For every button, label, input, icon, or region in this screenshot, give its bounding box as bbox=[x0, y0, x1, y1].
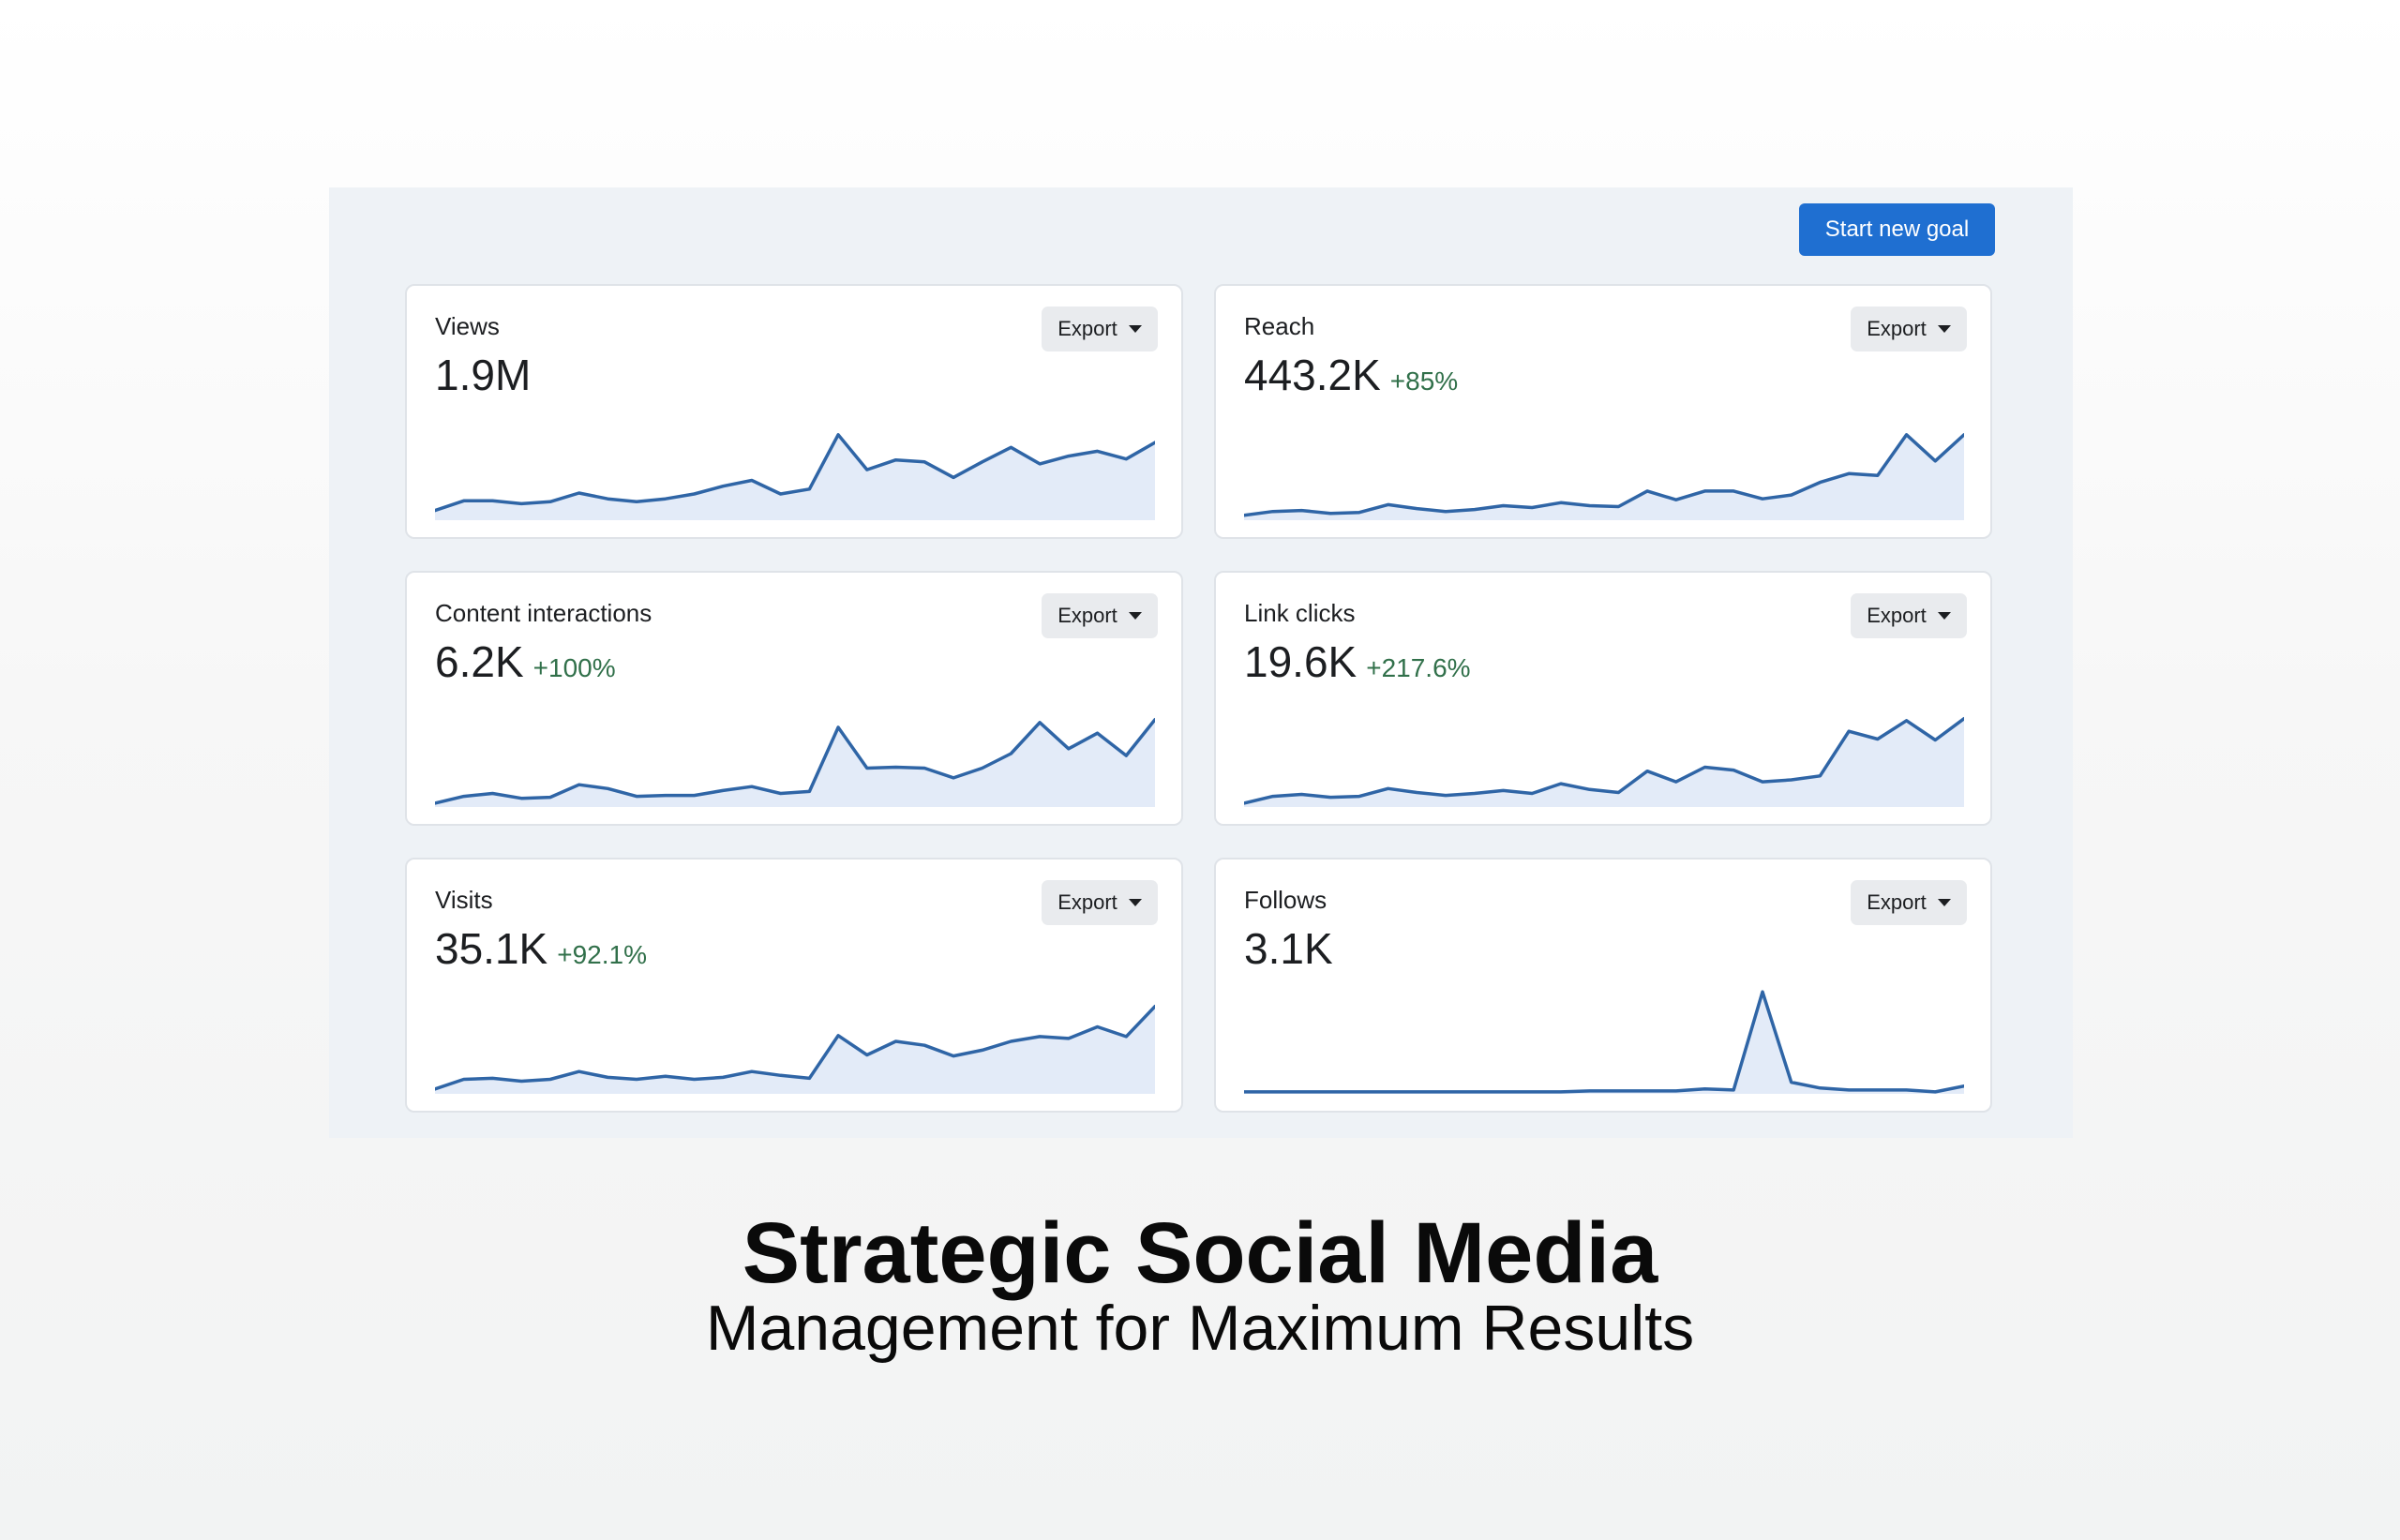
chevron-down-icon bbox=[1128, 612, 1142, 620]
metric-card-visits: Visits 35.1K +92.1% Export bbox=[405, 858, 1183, 1113]
sparkline-line bbox=[435, 1004, 1155, 1091]
card-title: Follows bbox=[1244, 886, 1328, 914]
sparkline-area bbox=[1244, 992, 1964, 1094]
chevron-down-icon bbox=[1128, 325, 1142, 333]
start-new-goal-button[interactable]: Start new goal bbox=[1799, 203, 1995, 256]
sparkline-line bbox=[435, 717, 1155, 805]
metric-card-views: Views 1.9M Export bbox=[405, 284, 1183, 539]
metric-card-reach: Reach 443.2K +85% Export bbox=[1214, 284, 1992, 539]
export-label: Export bbox=[1058, 317, 1118, 340]
sparkline-line bbox=[1244, 716, 1964, 805]
card-value: 35.1K bbox=[435, 924, 548, 973]
export-label: Export bbox=[1867, 604, 1927, 627]
export-label: Export bbox=[1867, 890, 1927, 914]
sparkline-line bbox=[1244, 990, 1964, 1094]
export-button[interactable]: Export bbox=[1042, 593, 1158, 638]
chevron-down-icon bbox=[1937, 612, 1951, 620]
card-title: Reach bbox=[1244, 312, 1315, 340]
card-title: Views bbox=[435, 312, 500, 340]
sparkline-line bbox=[435, 433, 1155, 513]
export-button[interactable]: Export bbox=[1042, 880, 1158, 925]
chevron-down-icon bbox=[1128, 899, 1142, 906]
card-change: +100% bbox=[532, 653, 616, 682]
sparkline-area bbox=[435, 434, 1155, 520]
sparkline-area bbox=[1244, 718, 1964, 807]
page-subheadline: Management for Maximum Results bbox=[705, 1293, 1695, 1364]
metric-card-content-interactions: Content interactions 6.2K +100% Export bbox=[405, 571, 1183, 826]
chevron-down-icon bbox=[1937, 899, 1951, 906]
export-button[interactable]: Export bbox=[1851, 307, 1967, 351]
export-button[interactable]: Export bbox=[1851, 593, 1967, 638]
card-value: 6.2K bbox=[435, 637, 524, 686]
export-label: Export bbox=[1058, 604, 1118, 627]
card-title: Visits bbox=[435, 886, 493, 914]
sparkline-area bbox=[435, 1006, 1155, 1094]
card-value: 443.2K bbox=[1244, 351, 1381, 399]
sparkline-line bbox=[1244, 433, 1964, 517]
export-label: Export bbox=[1058, 890, 1118, 914]
sparkline-chart bbox=[435, 433, 1155, 520]
export-button[interactable]: Export bbox=[1851, 880, 1967, 925]
card-change: +217.6% bbox=[1366, 653, 1471, 682]
sparkline-area bbox=[435, 719, 1155, 807]
metric-card-link-clicks: Link clicks 19.6K +217.6% Export bbox=[1214, 571, 1992, 826]
card-value: 3.1K bbox=[1244, 924, 1333, 973]
export-button[interactable]: Export bbox=[1042, 307, 1158, 351]
card-value: 19.6K bbox=[1244, 637, 1358, 686]
sparkline-chart bbox=[435, 717, 1155, 807]
sparkline-area bbox=[1244, 434, 1964, 520]
sparkline-chart bbox=[435, 1004, 1155, 1094]
sparkline-chart bbox=[1244, 433, 1964, 520]
chevron-down-icon bbox=[1937, 325, 1951, 333]
metric-card-follows: Follows 3.1K Export bbox=[1214, 858, 1992, 1113]
sparkline-chart bbox=[1244, 990, 1964, 1094]
card-title: Link clicks bbox=[1244, 599, 1356, 627]
card-value: 1.9M bbox=[435, 351, 532, 399]
card-change: +92.1% bbox=[557, 940, 647, 969]
export-label: Export bbox=[1867, 317, 1927, 340]
sparkline-chart bbox=[1244, 716, 1964, 807]
card-change: +85% bbox=[1389, 366, 1459, 396]
card-title: Content interactions bbox=[435, 599, 652, 627]
page-headline: Strategic Social Media bbox=[742, 1205, 1658, 1301]
